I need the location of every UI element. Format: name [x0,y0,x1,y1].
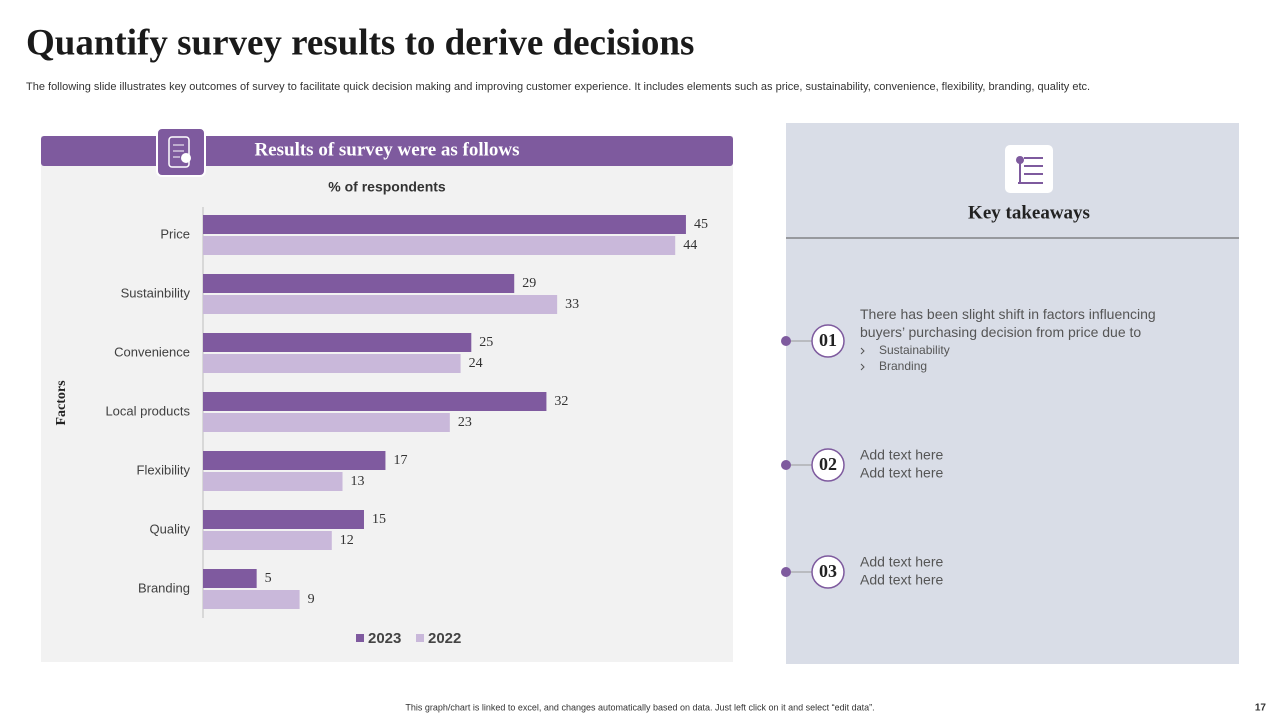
data-label: 29 [522,276,536,291]
data-label: 15 [372,512,386,527]
data-label: 13 [351,474,365,489]
takeaways-icon [1005,145,1053,193]
legend-swatch [356,634,364,642]
category-label: Quality [150,521,191,536]
data-label: 5 [265,571,272,586]
item-text: There has been slight shift in factors i… [860,306,1156,340]
panel-title: Results of survey were as follows [254,139,519,160]
bar [203,236,676,255]
item-line: Add text here [860,554,943,570]
takeaways-panel [786,123,1239,664]
category-label: Local products [105,403,190,418]
data-label: 45 [694,217,708,232]
category-label: Flexibility [137,462,191,477]
chart-title: % of respondents [328,179,446,195]
bullet-dot [781,336,791,346]
category-label: Convenience [114,344,190,359]
slide-subtitle: The following slide illustrates key outc… [26,81,1090,93]
bar [203,333,472,352]
category-label: Branding [138,580,190,595]
item-line: Add text here [860,465,943,481]
item-text-box: There has been slight shift in factors i… [860,306,1156,340]
number-circle [811,448,845,482]
bar [203,354,461,373]
category-label: Price [160,226,190,241]
data-label: 9 [308,592,315,607]
bar [203,392,547,411]
bar [203,451,386,470]
data-label: 23 [458,415,472,430]
footer-note: This graph/chart is linked to excel, and… [405,702,874,712]
bullet-chevron [860,363,865,371]
data-label: 12 [340,533,354,548]
data-label: 44 [683,238,697,253]
number-circle [811,555,845,589]
bar [203,531,332,550]
item-number: 03 [819,561,837,581]
item-number: 02 [819,454,837,474]
bullet-dot [781,567,791,577]
bar [203,215,686,234]
item-bullet: Sustainability [879,343,950,357]
item-line: Add text here [860,447,943,463]
y-axis-label: Factors [54,380,69,426]
data-label: 24 [469,356,483,371]
legend-label: 2023 [368,630,401,647]
item-line: Add text here [860,572,943,588]
bullet-dot [781,460,791,470]
slide-title: Quantify survey results to derive decisi… [26,22,694,63]
bar [203,510,364,529]
item-bullet: Branding [879,359,927,373]
bar [203,295,558,314]
bar [203,472,343,491]
takeaways-title: Key takeaways [968,202,1090,223]
legend-swatch [416,634,424,642]
bar [203,413,450,432]
page-number: 17 [1255,703,1267,714]
panel-header [41,136,733,166]
data-label: 33 [565,297,579,312]
legend-label: 2022 [428,630,461,647]
bar [203,590,300,609]
data-label: 25 [479,335,493,350]
item-number: 01 [819,330,837,350]
bar [203,569,257,588]
survey-icon [156,127,206,177]
data-label: 32 [554,394,568,409]
data-label: 17 [393,453,407,468]
category-label: Sustainbility [121,285,191,300]
number-circle [811,324,845,358]
bar [203,274,515,293]
bullet-chevron [860,347,865,355]
